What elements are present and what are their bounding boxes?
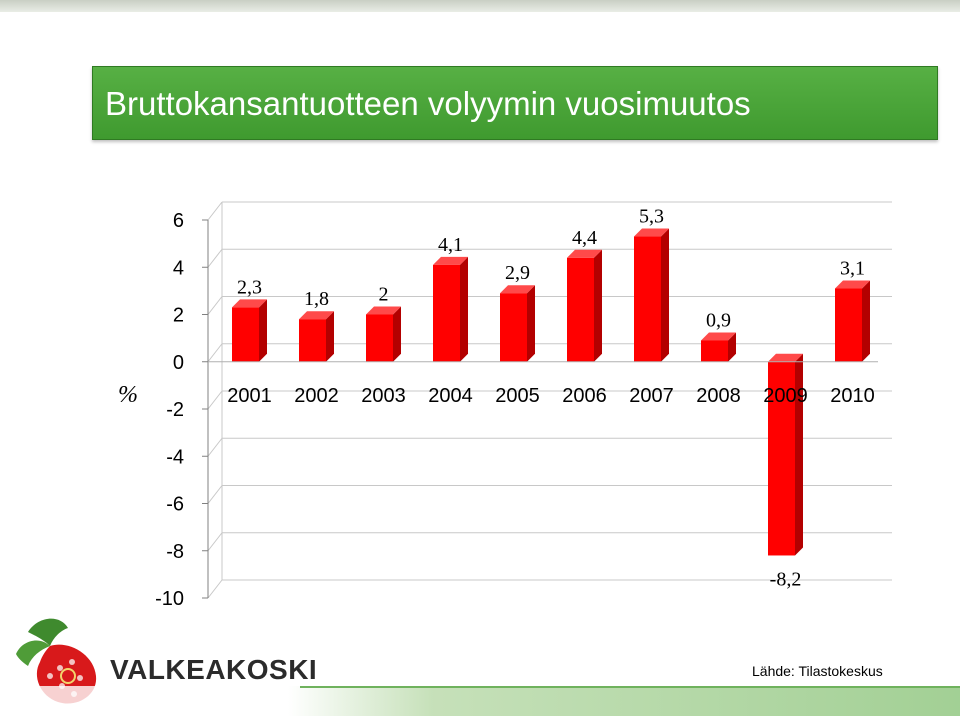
bar-top xyxy=(366,306,401,315)
x-tick-label: 2003 xyxy=(361,385,406,407)
bar-side xyxy=(259,299,267,362)
gridline-depth xyxy=(207,532,223,552)
bar-side xyxy=(326,311,334,362)
title-banner: Bruttokansantuotteen volyymin vuosimuuto… xyxy=(92,66,938,140)
x-tick-label: 2004 xyxy=(428,385,473,407)
y-tick-label: -4 xyxy=(166,446,184,468)
gridline-depth xyxy=(207,343,223,363)
y-tick-label: -8 xyxy=(166,541,184,563)
bar-front xyxy=(835,288,862,362)
data-label: 3,1 xyxy=(840,258,865,280)
bar xyxy=(768,353,803,556)
source-note: Lähde: Tilastokeskus xyxy=(752,663,883,679)
bar-top xyxy=(232,299,267,308)
gridline-depth xyxy=(207,390,223,410)
bar-top xyxy=(835,280,870,289)
gridline-depth xyxy=(207,579,223,599)
bar-top xyxy=(634,228,669,237)
bar xyxy=(567,249,602,362)
data-label: 2 xyxy=(379,284,389,306)
bar xyxy=(366,306,401,362)
bottom-decor-band xyxy=(0,686,960,716)
bar-front xyxy=(433,264,460,362)
x-tick-label: 2010 xyxy=(830,385,875,407)
bar-top xyxy=(567,249,602,258)
y-axis-label: % xyxy=(118,382,138,408)
data-label: 2,3 xyxy=(237,276,262,298)
y-tick-label: 6 xyxy=(173,210,184,232)
bar-front xyxy=(366,314,393,362)
y-tick-label: 2 xyxy=(173,305,184,327)
bar-front xyxy=(500,293,527,362)
bar xyxy=(701,332,736,362)
y-tick-label: -6 xyxy=(166,494,184,516)
data-label: 5,3 xyxy=(639,206,664,228)
bar-top xyxy=(299,311,334,320)
bottom-decor-line xyxy=(300,686,960,688)
bar xyxy=(299,311,334,362)
bar xyxy=(835,280,870,362)
bar-front xyxy=(567,257,594,362)
bar-top xyxy=(701,332,736,341)
bar xyxy=(500,285,535,362)
logo-wordmark: VALKEAKOSKI xyxy=(110,654,318,685)
bar-top xyxy=(768,353,803,362)
x-tick-label: 2001 xyxy=(227,385,272,407)
x-tick-label: 2008 xyxy=(696,385,741,407)
top-decor-band xyxy=(0,0,960,12)
data-label: -8,2 xyxy=(770,568,802,590)
data-label: 2,9 xyxy=(505,262,530,284)
bar-front xyxy=(299,319,326,362)
bar xyxy=(634,228,669,362)
y-tick-label: -10 xyxy=(155,588,184,610)
bar-top xyxy=(433,256,468,265)
bar-side xyxy=(661,228,669,362)
bar-side xyxy=(393,306,401,362)
data-label: 4,4 xyxy=(572,227,597,249)
y-tick-label: 0 xyxy=(173,352,184,374)
x-tick-label: 2006 xyxy=(562,385,607,407)
x-tick-label: 2007 xyxy=(629,385,674,407)
bar-front xyxy=(768,361,795,556)
gridline-depth xyxy=(207,248,223,268)
data-label: 0,9 xyxy=(706,309,731,331)
bar-front xyxy=(634,236,661,362)
slide-title: Bruttokansantuotteen volyymin vuosimuuto… xyxy=(105,85,751,122)
bar-side xyxy=(527,285,535,362)
bar xyxy=(433,256,468,362)
bar xyxy=(232,299,267,362)
data-label: 1,8 xyxy=(304,288,329,310)
gridline-depth xyxy=(207,296,223,315)
bar-side xyxy=(460,256,468,362)
gridline-depth xyxy=(207,437,223,457)
x-tick-label: 2009 xyxy=(763,385,808,407)
bar-side xyxy=(728,332,736,362)
bar-side xyxy=(795,353,803,556)
data-label: 4,1 xyxy=(438,234,463,256)
bar-top xyxy=(500,285,535,294)
bar-front xyxy=(701,340,728,362)
x-tick-label: 2005 xyxy=(495,385,540,407)
bar-side xyxy=(594,249,602,362)
gridline-depth xyxy=(207,485,223,504)
gridline-depth xyxy=(207,201,223,221)
y-tick-label: -2 xyxy=(166,399,184,421)
y-tick-label: 4 xyxy=(173,257,184,279)
bar-front xyxy=(232,307,259,362)
bar-side xyxy=(862,280,870,362)
x-tick-label: 2002 xyxy=(294,385,339,407)
